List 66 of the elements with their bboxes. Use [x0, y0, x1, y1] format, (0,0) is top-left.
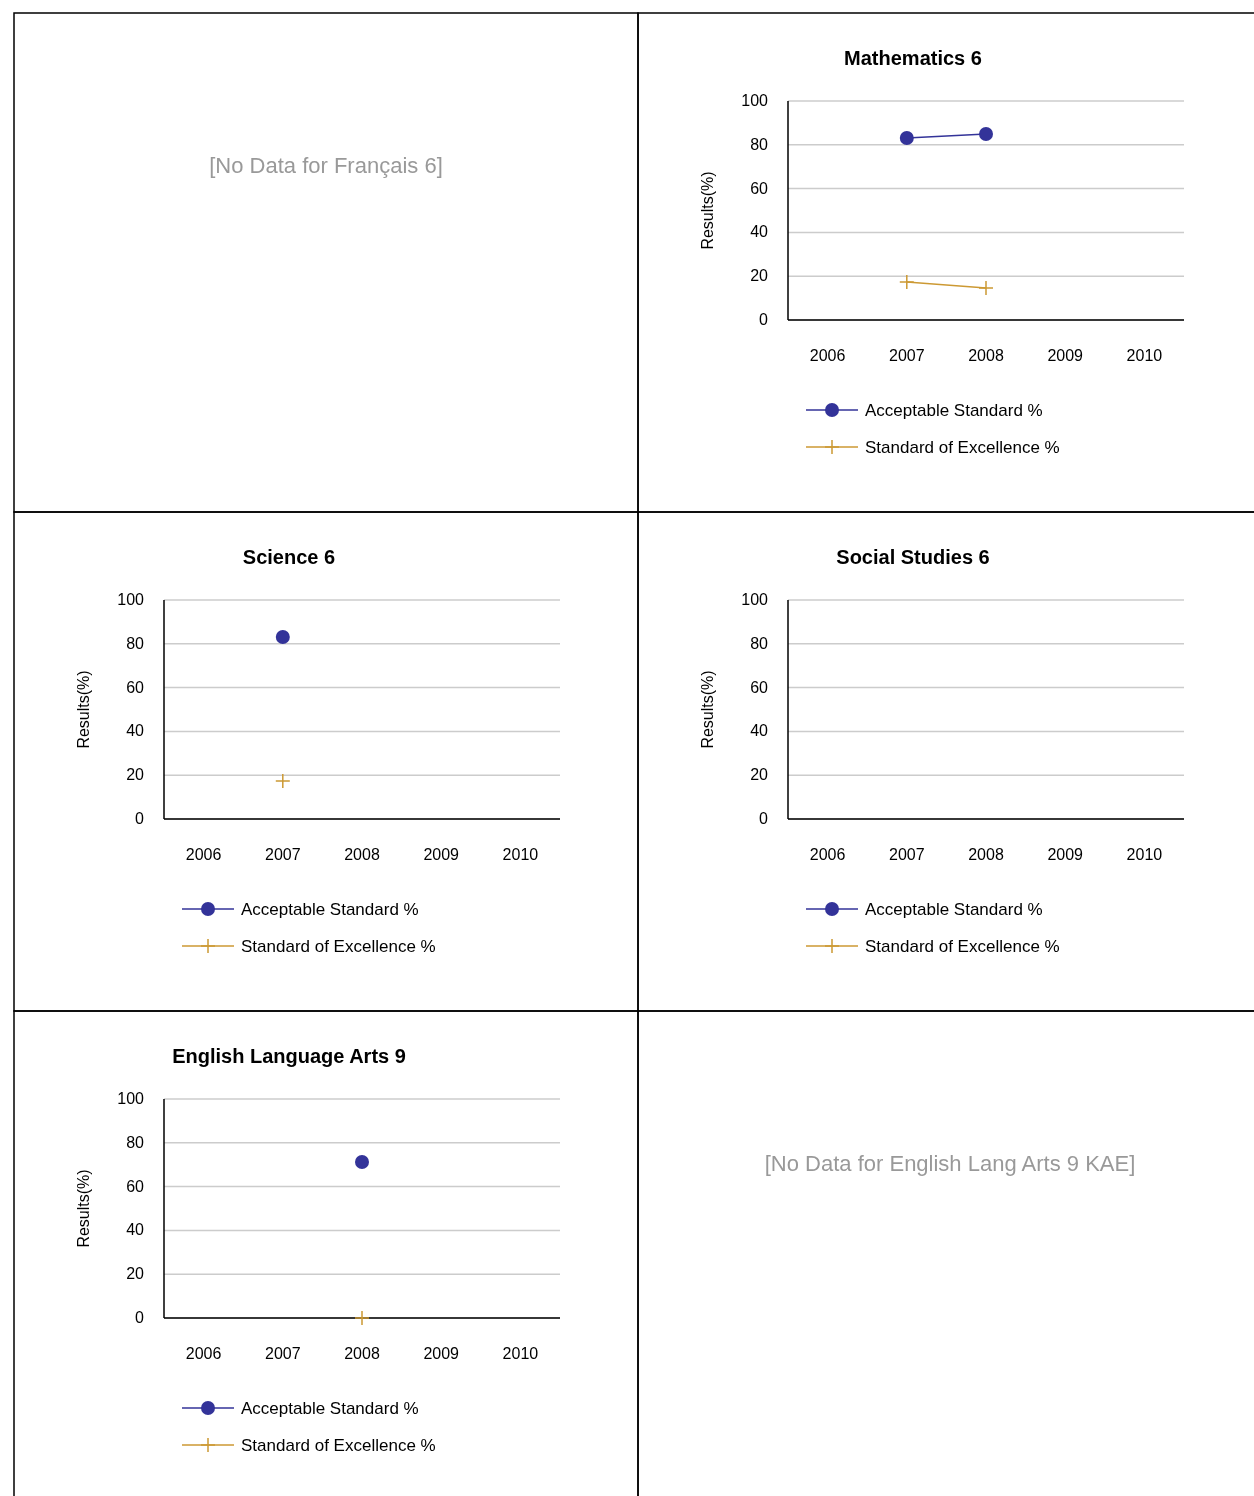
y-tick-label: 100	[117, 1090, 145, 1107]
y-tick-label: 80	[126, 634, 145, 652]
y-axis-title: Results(%)	[75, 670, 92, 749]
y-tick-label: 40	[126, 722, 145, 740]
point	[979, 127, 993, 142]
y-axis-title: Results(%)	[75, 1169, 92, 1248]
y-tick-label: 100	[117, 591, 145, 608]
x-tick-label: 2010	[1126, 846, 1163, 863]
y-tick-label: 80	[750, 634, 769, 652]
legend-label: Acceptable Standard %	[241, 900, 419, 919]
y-tick-label: 20	[750, 267, 769, 285]
x-tick-label: 2009	[423, 1345, 460, 1362]
y-tick-label: 60	[750, 179, 769, 197]
y-axis-title: Results(%)	[699, 171, 716, 250]
y-tick-label: 80	[126, 1133, 145, 1151]
x-tick-label: 2008	[344, 1345, 380, 1362]
y-tick-label: 60	[126, 678, 145, 696]
y-tick-label: 80	[750, 135, 769, 153]
y-tick-label: 60	[126, 1177, 145, 1195]
x-tick-label: 2006	[809, 846, 846, 863]
chart-title: English Language Arts 9	[172, 1045, 406, 1067]
y-tick-label: 20	[126, 1265, 145, 1283]
x-tick-label: 2007	[889, 846, 925, 863]
legend-label: Standard of Excellence %	[241, 937, 436, 956]
x-tick-label: 2008	[344, 846, 380, 863]
x-tick-label: 2007	[889, 347, 925, 364]
y-tick-label: 100	[741, 92, 769, 109]
y-tick-label: 20	[750, 766, 769, 784]
text: [No Data for English Lang Arts 9 KAE]	[764, 1151, 1136, 1176]
x-tick-label: 2008	[968, 846, 1004, 863]
x-tick-label: 2010	[502, 1345, 539, 1362]
x-tick-label: 2009	[1047, 347, 1084, 364]
chart-title: Mathematics 6	[844, 47, 982, 69]
legend-label: Acceptable Standard %	[865, 401, 1043, 420]
legend-label: Standard of Excellence %	[865, 937, 1060, 956]
point	[978, 280, 994, 296]
y-tick-label: 40	[126, 1221, 145, 1239]
y-tick-label: 40	[750, 223, 769, 241]
y-tick-label: 100	[741, 591, 769, 608]
y-tick-label: 60	[750, 678, 769, 696]
x-tick-label: 2010	[502, 846, 539, 863]
legend-label: Acceptable Standard %	[241, 1399, 419, 1418]
x-tick-label: 2006	[809, 347, 846, 364]
text: [No Data for Français 6]	[209, 153, 443, 178]
y-tick-label: 0	[759, 311, 769, 328]
y-tick-label: 40	[750, 722, 769, 740]
x-tick-label: 2007	[265, 846, 301, 863]
x-tick-label: 2008	[968, 347, 1004, 364]
x-tick-label: 2010	[1126, 347, 1163, 364]
chart-title: Social Studies 6	[836, 546, 990, 568]
point	[899, 131, 914, 146]
y-axis-title: Results(%)	[699, 670, 716, 749]
point	[899, 274, 915, 290]
y-tick-label: 0	[759, 810, 769, 827]
legend-label: Standard of Excellence %	[865, 438, 1060, 457]
y-tick-label: 0	[135, 1309, 145, 1326]
legend-label: Acceptable Standard %	[865, 900, 1043, 919]
x-tick-label: 2006	[185, 1345, 222, 1362]
x-tick-label: 2009	[1047, 846, 1084, 863]
y-tick-label: 20	[126, 766, 145, 784]
y-tick-label: 0	[135, 810, 145, 827]
x-tick-label: 2009	[423, 846, 460, 863]
legend-label: Standard of Excellence %	[241, 1436, 436, 1455]
x-tick-label: 2007	[265, 1345, 301, 1362]
x-tick-label: 2006	[185, 846, 222, 863]
chart-title: Science 6	[242, 546, 336, 568]
